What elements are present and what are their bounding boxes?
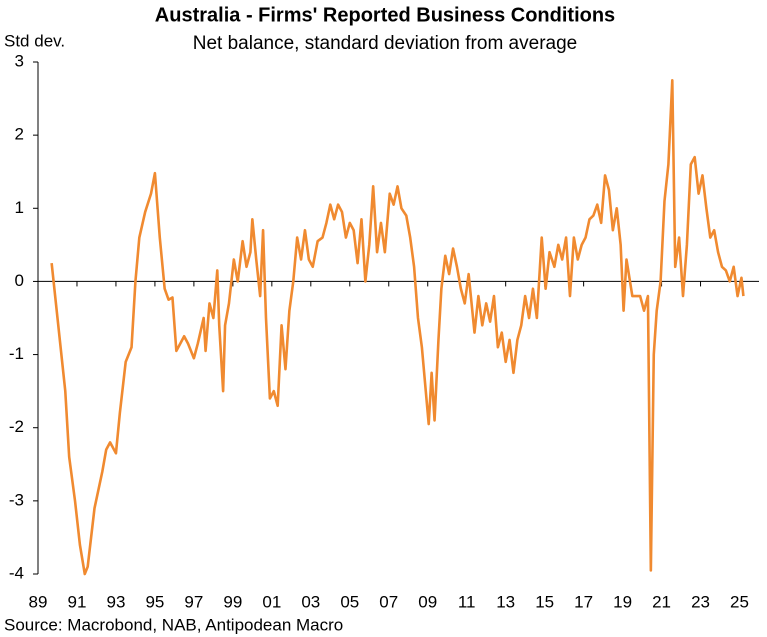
y-tick-label: 0 — [15, 271, 24, 290]
x-tick-label: 91 — [68, 592, 87, 611]
x-tick-label: 93 — [106, 592, 125, 611]
x-tick-label: 19 — [613, 592, 632, 611]
x-tick-label: 23 — [691, 592, 710, 611]
y-tick-label: 3 — [15, 51, 24, 70]
x-tick-label: 05 — [340, 592, 359, 611]
x-tick-label: 07 — [379, 592, 398, 611]
chart-subtitle: Net balance, standard deviation from ave… — [193, 33, 577, 54]
y-tick-label: -3 — [9, 490, 24, 509]
y-tick-label: -1 — [9, 344, 24, 363]
y-tick-label: -2 — [9, 417, 24, 436]
x-tick-label: 09 — [418, 592, 437, 611]
x-tick-label: 89 — [29, 592, 48, 611]
x-tick-label: 15 — [535, 592, 554, 611]
x-tick-label: 97 — [184, 592, 203, 611]
y-tick-label: 1 — [15, 198, 24, 217]
x-tick-label: 03 — [301, 592, 320, 611]
x-tick-label: 17 — [574, 592, 593, 611]
x-tick-label: 01 — [262, 592, 281, 611]
y-axis-label: Std dev. — [4, 31, 65, 50]
source: Source: Macrobond, NAB, Antipodean Macro — [4, 615, 343, 634]
x-tick-label: 99 — [223, 592, 242, 611]
x-tick-label: 13 — [496, 592, 515, 611]
chart-title: Australia - Firms' Reported Business Con… — [155, 4, 615, 26]
x-tick-label: 95 — [145, 592, 164, 611]
x-tick-label: 11 — [458, 592, 476, 611]
data-line — [50, 78, 745, 576]
y-tick-label: -4 — [9, 563, 24, 582]
x-tick-label: 21 — [652, 592, 671, 611]
x-tick-label: 25 — [730, 592, 749, 611]
y-tick-label: 2 — [15, 125, 24, 144]
